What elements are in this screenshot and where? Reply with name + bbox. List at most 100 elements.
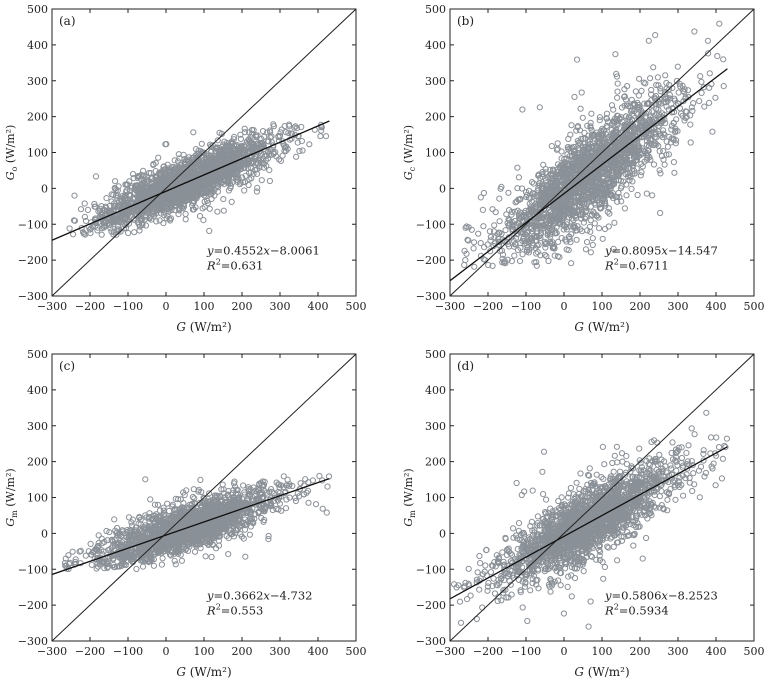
- data-point: [594, 160, 601, 167]
- data-point: [565, 203, 572, 210]
- data-point: [605, 223, 612, 230]
- data-point: [608, 147, 615, 154]
- data-point: [576, 185, 583, 192]
- data-point: [522, 213, 530, 220]
- data-point: [157, 197, 164, 204]
- data-point: [223, 142, 230, 150]
- data-point: [552, 203, 559, 210]
- data-point: [193, 193, 200, 201]
- x-tick-label: 500: [744, 300, 765, 313]
- data-point: [565, 146, 572, 153]
- data-point: [573, 56, 581, 63]
- data-point: [504, 256, 511, 263]
- data-point: [526, 200, 533, 207]
- data-point: [653, 81, 660, 89]
- y-tick-label: 500: [27, 3, 48, 16]
- data-point: [670, 159, 678, 166]
- data-point: [612, 51, 619, 58]
- data-point: [604, 208, 611, 215]
- data-point: [462, 257, 469, 264]
- data-point: [193, 170, 200, 177]
- data-point: [471, 239, 478, 246]
- data-point: [95, 532, 102, 539]
- data-point: [208, 179, 215, 186]
- data-point: [557, 197, 564, 204]
- data-point: [182, 216, 189, 223]
- data-point: [622, 152, 629, 159]
- data-point: [499, 259, 506, 266]
- data-point: [208, 195, 215, 202]
- data-point: [603, 150, 610, 157]
- data-point: [224, 166, 231, 173]
- data-point: [150, 161, 157, 168]
- data-point: [573, 207, 580, 214]
- data-point: [633, 121, 640, 128]
- data-point: [122, 195, 129, 202]
- data-point: [610, 130, 617, 137]
- data-point: [611, 133, 618, 140]
- data-point: [253, 133, 260, 141]
- data-point: [654, 74, 662, 81]
- data-point: [535, 197, 542, 205]
- data-point: [614, 80, 621, 87]
- data-point: [608, 102, 616, 109]
- data-point: [672, 129, 679, 136]
- data-point: [548, 143, 555, 150]
- data-point: [110, 217, 118, 224]
- data-point: [592, 167, 599, 174]
- data-point: [228, 153, 235, 160]
- scatter-points: [66, 121, 330, 238]
- data-point: [486, 228, 493, 235]
- data-point: [487, 233, 494, 241]
- data-point: [619, 145, 626, 152]
- data-point: [200, 217, 207, 224]
- data-point: [527, 238, 534, 245]
- data-point: [580, 192, 588, 199]
- chart-panel-1: −300 −200 −100 0 100 200 300 400 500−300−200−100…: [4, 3, 367, 334]
- data-point: [551, 227, 558, 234]
- data-point: [298, 138, 305, 145]
- data-point: [141, 172, 148, 179]
- data-point: [241, 161, 248, 168]
- data-point: [77, 206, 85, 213]
- data-point: [125, 220, 133, 227]
- data-point: [163, 205, 171, 212]
- x-tick-label: 400: [308, 300, 329, 313]
- data-point: [537, 190, 544, 198]
- data-point: [579, 114, 586, 121]
- data-point: [568, 193, 575, 200]
- data-point: [656, 167, 663, 174]
- data-point: [637, 121, 644, 128]
- y-tick-label: 200: [27, 111, 48, 124]
- data-point: [190, 166, 197, 173]
- data-point: [586, 223, 594, 230]
- data-point: [596, 117, 603, 124]
- data-point: [241, 187, 248, 194]
- data-point: [238, 533, 245, 540]
- data-point: [461, 247, 468, 254]
- scatter-points: [461, 20, 727, 270]
- data-point: [604, 157, 612, 165]
- data-point: [556, 254, 563, 261]
- data-point: [216, 151, 223, 158]
- data-point: [192, 204, 199, 211]
- data-point: [190, 129, 197, 136]
- data-point: [573, 236, 580, 243]
- data-point: [153, 218, 160, 225]
- data-point: [567, 211, 574, 219]
- data-point: [137, 217, 144, 224]
- data-point: [98, 209, 106, 216]
- data-point: [706, 99, 713, 107]
- data-point: [241, 142, 248, 149]
- data-point: [514, 207, 521, 214]
- data-point: [179, 197, 186, 204]
- data-point: [268, 139, 275, 146]
- data-point: [576, 208, 583, 215]
- data-point: [613, 70, 620, 78]
- data-point: [266, 177, 273, 185]
- data-point: [125, 229, 132, 237]
- data-point: [566, 236, 573, 243]
- data-point: [563, 194, 571, 201]
- data-point: [281, 144, 288, 151]
- data-point: [598, 156, 606, 163]
